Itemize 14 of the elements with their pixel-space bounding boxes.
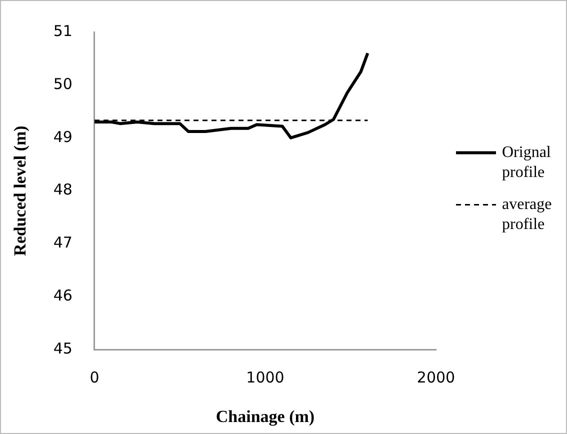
x-axis-title: Chainage (m) [216,407,315,426]
y-tick-label: 46 [53,286,72,305]
y-tick-label: 50 [53,74,72,93]
y-tick-label: 51 [53,22,72,40]
legend-label: Orignal profile [502,144,552,182]
y-tick-label: 45 [53,339,72,358]
x-tick-label: 0 [90,368,100,386]
x-tick-label: 1000 [246,368,284,386]
y-tick-label: 47 [53,234,72,252]
x-tick-label: 2000 [416,368,456,386]
legend-label: average profile [502,196,552,234]
y-axis-title: Reduced level (m) [10,126,30,256]
y-tick-label: 49 [53,128,72,146]
y-tick-label: 48 [53,180,72,199]
